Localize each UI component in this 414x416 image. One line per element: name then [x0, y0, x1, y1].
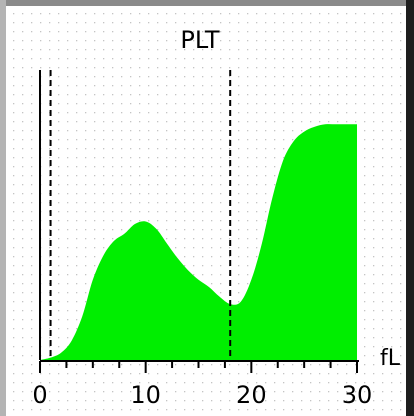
- x-tick-label: 20: [236, 381, 267, 409]
- x-tick-label: 10: [130, 381, 161, 409]
- x-tick-label: 30: [342, 381, 373, 409]
- chart-title: PLT: [180, 26, 220, 54]
- top-strip: [0, 0, 414, 6]
- left-frame: [0, 0, 6, 416]
- plot-area: [39, 70, 357, 360]
- x-axis: 0 10 20 30: [32, 360, 373, 409]
- distribution-area-0: [40, 124, 357, 360]
- x-axis-unit: fL: [380, 346, 401, 371]
- right-frame: [406, 0, 414, 416]
- x-tick-label: 0: [32, 381, 47, 409]
